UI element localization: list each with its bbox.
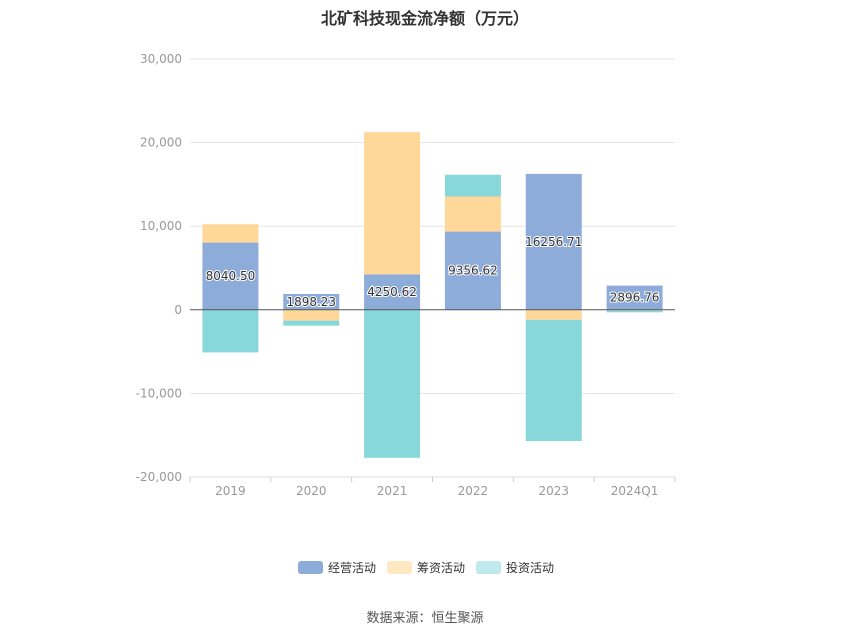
- legend-item: 筹资活动: [387, 561, 465, 575]
- legend-label: 筹资活动: [417, 561, 465, 575]
- bar-segment: [606, 285, 663, 310]
- legend-item: 经营活动: [298, 561, 376, 575]
- data-label: 4250.62: [367, 285, 417, 299]
- legend: 经营活动 筹资活动 投资活动: [298, 560, 554, 575]
- axis-layer: 30,000 20,000 10,000 0 -10,000 -20,000 2019 202…: [136, 52, 676, 498]
- bar-segment: [606, 310, 663, 313]
- bar-segment: [525, 173, 582, 310]
- x-tick-label: 2020: [296, 484, 327, 498]
- bar-segment: [364, 309, 421, 458]
- bar-segment: [364, 274, 421, 310]
- legend-label: 投资活动: [506, 560, 554, 575]
- y-tick-label: 0: [174, 303, 182, 317]
- bar-segment: [283, 320, 340, 326]
- legend-label: 经营活动: [328, 561, 376, 575]
- bar-segment: [283, 293, 340, 310]
- cash-flow-chart: 8040.50 1898.23 4250.62 9356.62 16256.71 2896…: [136, 52, 676, 575]
- grid-layer: [190, 58, 675, 478]
- bar-segment: [364, 132, 421, 275]
- y-tick-label: 10,000: [140, 219, 182, 233]
- x-tick-label: 2019: [215, 484, 246, 498]
- legend-swatch: [387, 561, 412, 574]
- bar-segment: [202, 224, 259, 243]
- label-layer: 8040.50 1898.23 4250.62 9356.62 16256.71 2896…: [205, 234, 661, 310]
- bar-segment: [525, 309, 582, 320]
- data-label: 8040.50: [206, 269, 256, 283]
- data-source: 数据来源：恒生聚源: [366, 611, 484, 626]
- bar-segment: [444, 196, 501, 232]
- x-tick-label: 2021: [377, 484, 408, 498]
- data-label: 2896.76: [610, 291, 660, 305]
- bar-segment: [525, 319, 582, 442]
- x-tick-label: 2024Q1: [611, 484, 659, 498]
- data-label: 9356.62: [448, 264, 498, 278]
- y-tick-label: 30,000: [140, 52, 182, 66]
- chart-title: 北矿科技现金流净额（万元）: [320, 9, 529, 28]
- legend-item: 投资活动: [476, 560, 554, 575]
- bar-layer: [202, 132, 663, 458]
- y-tick-label: -20,000: [136, 470, 182, 484]
- bar-segment: [202, 309, 259, 353]
- y-tick-label: 20,000: [140, 136, 182, 150]
- data-label: 16256.71: [525, 235, 582, 249]
- bar-segment: [444, 231, 501, 310]
- bar-segment: [202, 242, 259, 310]
- legend-swatch: [476, 561, 501, 574]
- bar-segment: [283, 309, 340, 321]
- bar-segment: [444, 174, 501, 197]
- x-tick-label: 2022: [458, 484, 489, 498]
- legend-swatch: [298, 561, 323, 574]
- data-label: 1898.23: [286, 295, 336, 309]
- y-tick-label: -10,000: [136, 386, 182, 400]
- x-tick-label: 2023: [538, 484, 569, 498]
